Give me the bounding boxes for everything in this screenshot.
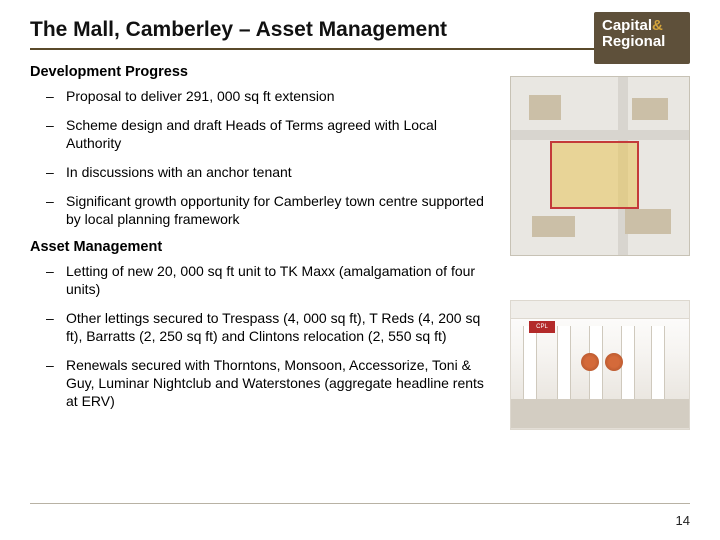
render-circle-icon [605, 353, 623, 371]
section-heading-asset: Asset Management [30, 239, 490, 255]
map-block [532, 216, 575, 237]
list-item: Proposal to deliver 291, 000 sq ft exten… [52, 88, 490, 106]
logo-line-2: Regional [602, 34, 682, 50]
map-block [632, 98, 668, 119]
render-storefront [651, 326, 665, 401]
footer-rule [30, 503, 690, 504]
list-item: Significant growth opportunity for Cambe… [52, 193, 490, 229]
render-store-sign: CPL [529, 321, 555, 333]
map-block [625, 209, 671, 234]
page-number: 14 [676, 513, 690, 528]
render-circle-icon [581, 353, 599, 371]
render-storefront [557, 326, 571, 401]
page-title: The Mall, Camberley – Asset Management [30, 18, 690, 42]
render-floor [510, 399, 690, 428]
map-site-outline [550, 141, 639, 209]
brand-logo: Capital& Regional [594, 12, 690, 64]
list-item: Other lettings secured to Trespass (4, 0… [52, 310, 490, 346]
map-road [511, 130, 689, 140]
content-column: Development Progress Proposal to deliver… [30, 64, 490, 411]
logo-ampersand: & [652, 17, 663, 34]
render-storefront [523, 326, 537, 401]
asset-list: Letting of new 20, 000 sq ft unit to TK … [30, 263, 490, 410]
title-underline [30, 48, 690, 50]
development-list: Proposal to deliver 291, 000 sq ft exten… [30, 88, 490, 228]
render-storefront [621, 326, 635, 401]
logo-text-capital: Capital [602, 17, 652, 34]
list-item: Scheme design and draft Heads of Terms a… [52, 117, 490, 153]
list-item: Letting of new 20, 000 sq ft unit to TK … [52, 263, 490, 299]
mall-render-image: CPL [510, 300, 690, 430]
render-ceiling [511, 301, 689, 319]
list-item: In discussions with an anchor tenant [52, 164, 490, 182]
slide: Capital& Regional The Mall, Camberley – … [0, 0, 720, 540]
logo-line-1: Capital& [602, 18, 682, 34]
list-item: Renewals secured with Thorntons, Monsoon… [52, 357, 490, 411]
section-heading-development: Development Progress [30, 64, 490, 80]
map-block [529, 95, 561, 120]
site-map-image [510, 76, 690, 256]
